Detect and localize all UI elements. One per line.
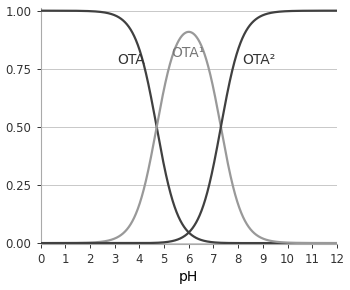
Text: OTA¹: OTA¹ [172, 46, 205, 60]
Text: OTA: OTA [117, 53, 145, 67]
Text: OTA²: OTA² [242, 53, 275, 67]
X-axis label: pH: pH [179, 271, 198, 284]
